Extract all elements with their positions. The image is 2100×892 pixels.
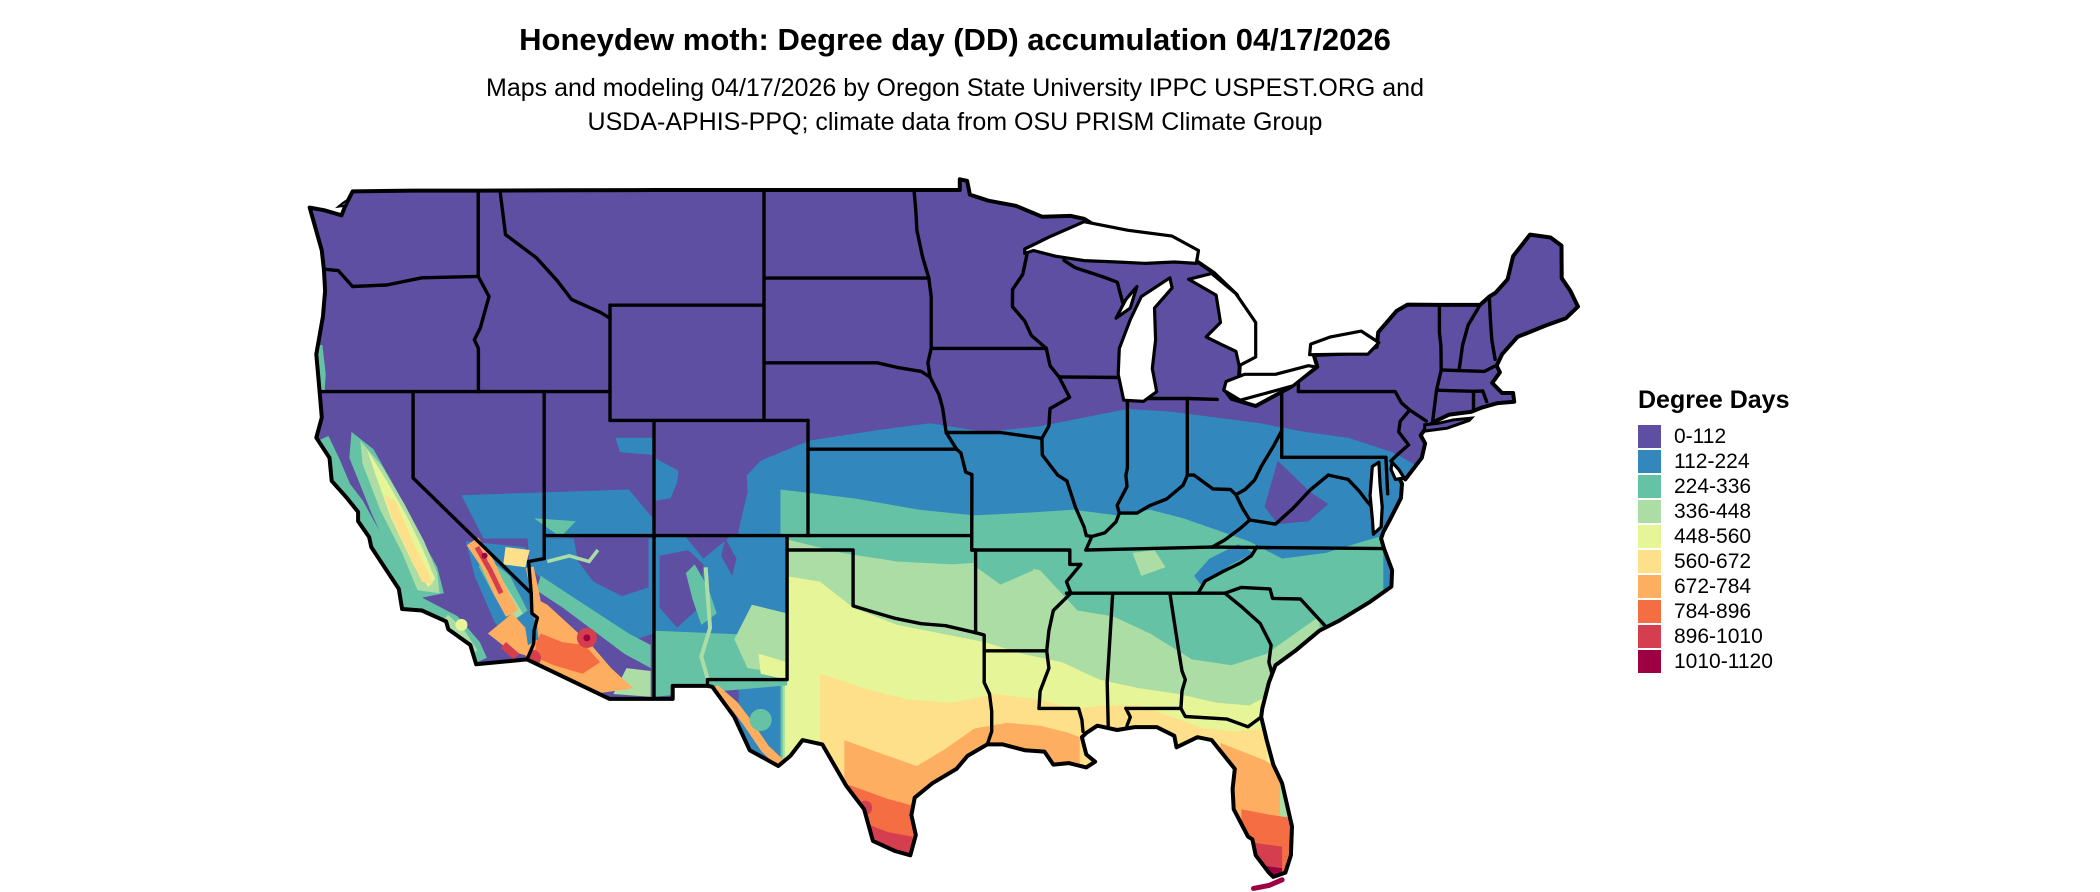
legend-item: 0-112 <box>1638 425 1789 448</box>
legend-item: 784-896 <box>1638 600 1789 623</box>
legend-label: 896-1010 <box>1674 625 1763 648</box>
legend-item: 448-560 <box>1638 525 1789 548</box>
map-fill-layer <box>309 179 1579 877</box>
legend-label: 112-224 <box>1674 450 1750 473</box>
legend-label: 0-112 <box>1674 425 1727 448</box>
legend-label: 784-896 <box>1674 600 1752 623</box>
legend-swatch <box>1638 600 1661 623</box>
legend-swatch <box>1638 575 1661 598</box>
legend-label: 336-448 <box>1674 500 1752 523</box>
legend-label: 448-560 <box>1674 525 1752 548</box>
legend-swatch <box>1638 650 1661 673</box>
legend-swatch <box>1638 625 1661 648</box>
map-subtitle: Maps and modeling 04/17/2026 by Oregon S… <box>0 71 1910 139</box>
legend-swatch <box>1638 450 1661 473</box>
legend-label: 224-336 <box>1674 475 1752 498</box>
legend-item: 224-336 <box>1638 475 1789 498</box>
legend-item: 672-784 <box>1638 575 1789 598</box>
legend-swatch <box>1638 475 1661 498</box>
legend-label: 1010-1120 <box>1674 650 1773 673</box>
legend-title: Degree Days <box>1638 386 1790 414</box>
legend-label: 672-784 <box>1674 575 1752 598</box>
legend-item: 1010-1120 <box>1638 650 1789 673</box>
state-borders <box>317 188 1497 747</box>
header: Honeydew moth: Degree day (DD) accumulat… <box>0 22 1910 139</box>
legend-item: 336-448 <box>1638 500 1789 523</box>
great-lakes-and-bays <box>1023 220 1406 536</box>
islands <box>335 197 1476 891</box>
legend-label: 560-672 <box>1674 550 1752 573</box>
legend-swatch <box>1638 525 1661 548</box>
subtitle-line-2: USDA-APHIS-PPQ; climate data from OSU PR… <box>587 108 1323 136</box>
legend-swatch <box>1638 550 1661 573</box>
legend-swatch <box>1638 500 1661 523</box>
legend-item: 896-1010 <box>1638 625 1789 648</box>
subtitle-line-1: Maps and modeling 04/17/2026 by Oregon S… <box>486 74 1424 102</box>
map-title: Honeydew moth: Degree day (DD) accumulat… <box>519 22 1391 57</box>
legend-swatch <box>1638 425 1661 448</box>
legend-item: 112-224 <box>1638 450 1789 473</box>
legend-item: 560-672 <box>1638 550 1789 573</box>
legend: Degree Days 0-112 112-224 224-336 336-44… <box>1638 386 1789 675</box>
